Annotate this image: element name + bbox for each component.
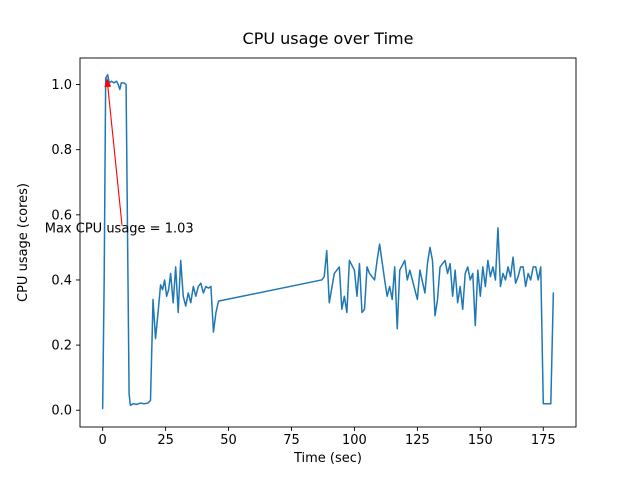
x-tick-label: 0 (99, 433, 107, 448)
y-tick-label: 0.2 (51, 339, 72, 354)
x-tick-label: 100 (342, 433, 367, 448)
series-line-cpu-usage (101, 74, 555, 410)
annotation-text: Max CPU usage = 1.03 (45, 222, 194, 237)
y-tick-label: 1.0 (51, 78, 72, 93)
y-tick-label: 0.6 (51, 208, 72, 223)
x-tick-label: 125 (405, 433, 430, 448)
plot-border (79, 57, 577, 428)
y-tick-label: 0.8 (51, 143, 72, 158)
chart-title: CPU usage over Time (243, 29, 414, 48)
x-tick-label: 175 (531, 433, 556, 448)
y-tick-label: 0.0 (51, 404, 72, 419)
x-tick-label: 150 (468, 433, 493, 448)
x-tick-label: 25 (157, 433, 174, 448)
annotation-arrow-line (107, 86, 123, 226)
x-axis-label: Time (sec) (293, 451, 362, 466)
y-axis-label: CPU usage (cores) (16, 183, 31, 302)
x-tick-label: 50 (220, 433, 237, 448)
y-tick-label: 0.4 (51, 273, 72, 288)
x-tick-label: 75 (283, 433, 300, 448)
annotation-arrow-head (104, 78, 112, 88)
